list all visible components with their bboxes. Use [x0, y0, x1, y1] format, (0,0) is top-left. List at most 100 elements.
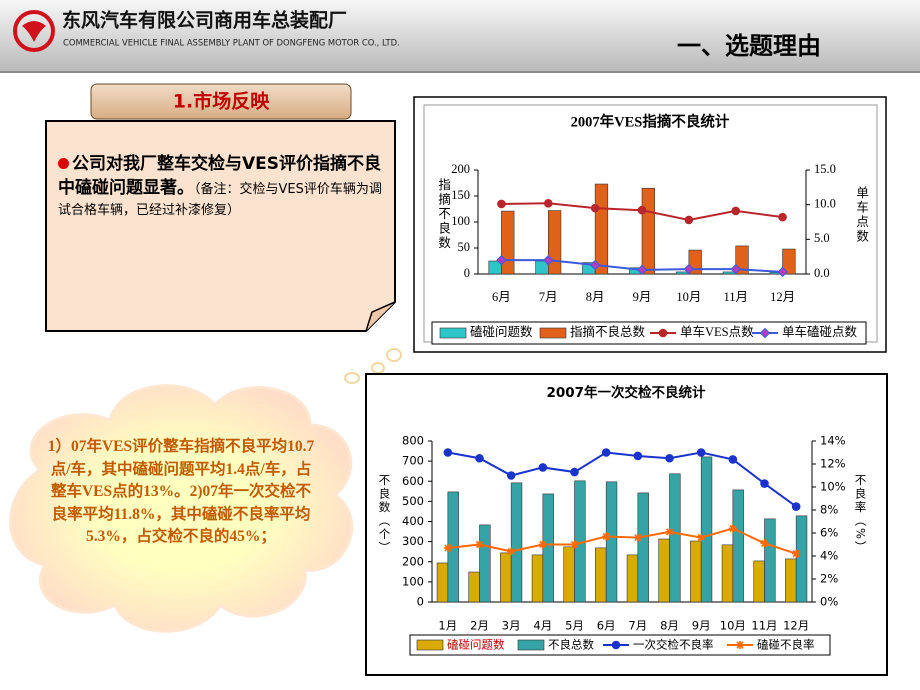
marker: [590, 203, 600, 213]
x-tick-label: 11月: [723, 290, 748, 304]
x-tick-label: 12月: [783, 619, 809, 633]
marker: [538, 540, 547, 549]
x-tick-label: 3月: [502, 619, 521, 633]
x-tick-label: 9月: [633, 290, 652, 304]
marker: [684, 215, 694, 225]
legend-label: 指摘不良总数: [570, 324, 646, 339]
bar: [782, 248, 796, 275]
note-bold: 公司对我厂整车交检与VES评价指摘不良中磕碰问题显著。: [58, 154, 382, 198]
x-tick-label: 6月: [492, 290, 511, 304]
y2-tick-label: 8%: [820, 503, 838, 517]
marker: [665, 527, 674, 536]
x-tick-label: 2月: [470, 619, 489, 633]
bar: [795, 515, 808, 603]
marker: [570, 467, 579, 477]
bar: [641, 187, 655, 275]
marker: [475, 453, 484, 463]
thought-bubble: [344, 372, 360, 384]
x-tick-label: 7月: [628, 619, 647, 633]
y-axis-label: 不良数（个）: [378, 474, 392, 555]
marker: [683, 263, 695, 275]
marker: [633, 533, 642, 542]
marker: [589, 259, 601, 271]
note-text: 公司对我厂整车交检与VES评价指摘不良中磕碰问题显著。（备注：交检与VES评价车…: [58, 152, 390, 221]
bullet: [58, 158, 69, 169]
bar: [658, 538, 670, 603]
bar: [479, 524, 491, 603]
y-tick-label: 100: [402, 574, 424, 588]
x-tick-label: 10月: [720, 619, 746, 633]
marker: [570, 540, 579, 549]
y2-axis-label: 不良率（%）: [854, 474, 868, 554]
callout-text: 1）07年VES评价整车指摘不良平均10.7点/车，其中磕碰问题平均1.4点/车…: [47, 438, 315, 545]
y-tick-label: 200: [402, 554, 424, 568]
marker: [792, 549, 801, 558]
section-label: 1.市场反映: [173, 90, 270, 113]
marker: [611, 640, 621, 650]
y2-tick-label: 10%: [820, 480, 846, 494]
marker: [777, 266, 788, 278]
y2-tick-label: 15.0: [814, 162, 836, 176]
bar: [500, 552, 512, 603]
y-tick-label: 0: [417, 595, 424, 609]
marker: [728, 524, 737, 533]
legend-label: 单车磕碰点数: [782, 324, 858, 339]
y2-tick-label: 4%: [820, 549, 838, 563]
thought-bubble: [386, 348, 402, 362]
logo-mark: [22, 21, 46, 42]
bar: [563, 546, 575, 603]
chart-title: 2007年VES指摘不良统计: [571, 112, 730, 130]
bar: [721, 544, 734, 603]
x-tick-label: 9月: [692, 619, 711, 633]
banner: [0, 0, 920, 72]
marker: [730, 263, 741, 275]
legend-label: 单车VES点数: [680, 324, 754, 339]
legend-label: 一次交检不良率: [633, 638, 714, 652]
bar: [785, 558, 797, 603]
x-tick-label: 7月: [539, 290, 558, 304]
legend-swatch: [439, 327, 467, 339]
x-tick-label: 10月: [676, 290, 701, 304]
y-tick-label: 150: [451, 188, 470, 202]
y-tick-label: 800: [402, 434, 424, 448]
thought-bubble: [371, 362, 385, 374]
company-name: 东风汽车有限公司商用车总装配厂: [62, 9, 347, 32]
bar: [764, 518, 776, 603]
bar: [605, 481, 618, 603]
marker: [760, 479, 769, 488]
y2-axis-label: 单车点数: [854, 186, 868, 244]
y-tick-label: 500: [402, 494, 424, 508]
y-tick-label: 100: [451, 214, 470, 228]
y2-tick-label: 10.0: [814, 197, 836, 211]
y-tick-label: 0: [464, 266, 470, 280]
marker: [636, 264, 648, 276]
legend-swatch: [517, 639, 545, 651]
legend-swatch: [416, 639, 444, 651]
x-tick-label: 6月: [597, 619, 616, 633]
marker: [496, 254, 507, 266]
marker: [728, 455, 738, 464]
bar: [547, 210, 562, 275]
y-tick-label: 300: [402, 534, 424, 548]
bar: [501, 210, 515, 275]
bar: [595, 547, 607, 603]
bar: [468, 571, 480, 603]
bar: [700, 456, 713, 603]
y2-tick-label: 0.0: [814, 266, 830, 280]
x-tick-label: 8月: [660, 619, 679, 633]
marker: [697, 533, 706, 542]
x-tick-label: 12月: [770, 290, 795, 304]
y-tick-label: 50: [458, 240, 471, 254]
marker: [731, 206, 741, 216]
logo: [13, 10, 55, 52]
marker: [443, 543, 452, 552]
legend-label: 磕碰问题数: [470, 324, 533, 339]
y2-tick-label: 14%: [820, 434, 846, 448]
y2-tick-label: 6%: [820, 526, 838, 540]
y2-tick-label: 0%: [820, 595, 838, 609]
callout-cloud: [9, 384, 354, 633]
marker: [538, 463, 548, 472]
bar: [690, 540, 702, 603]
y-tick-label: 700: [402, 454, 424, 468]
